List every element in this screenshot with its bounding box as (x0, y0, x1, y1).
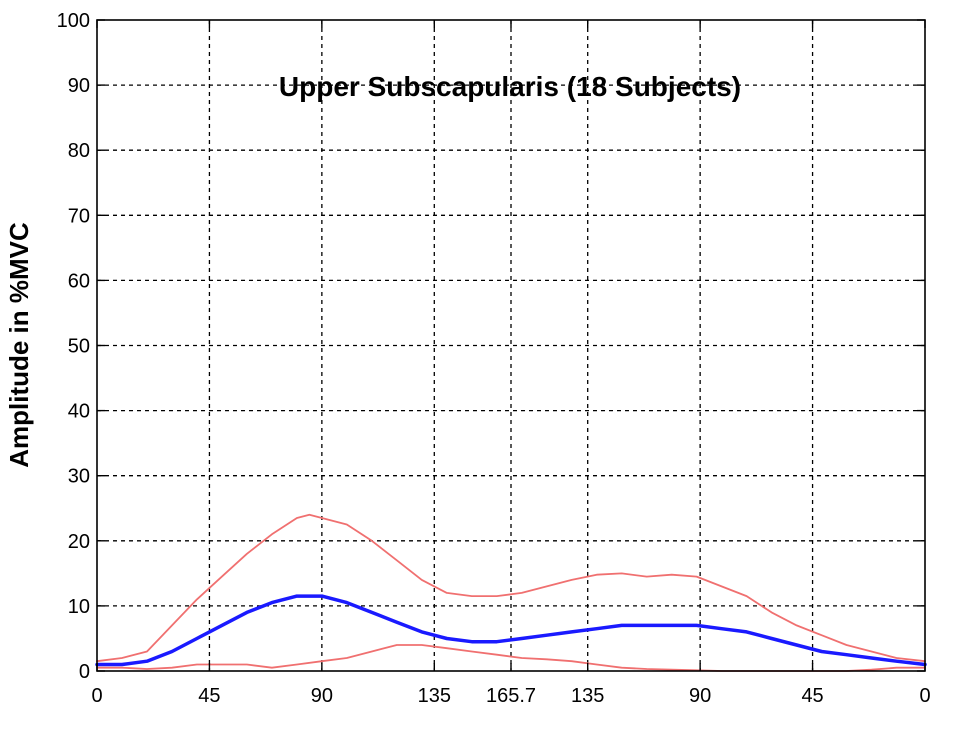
x-tick-label: 165.7 (486, 685, 536, 707)
y-tick-label: 40 (68, 401, 90, 423)
x-tick-label: 0 (919, 685, 930, 707)
y-tick-label: 30 (68, 466, 90, 488)
series-line-mean (95, 594, 927, 667)
x-tick-label: 135 (418, 685, 451, 707)
y-axis-label: Amplitude in %MVC (4, 222, 34, 468)
x-tick-label: 135 (571, 685, 604, 707)
x-tick-label: 90 (689, 685, 711, 707)
series-line-upper-bound (96, 513, 926, 663)
y-tick-label: 50 (68, 336, 90, 358)
x-tick-label: 0 (91, 685, 102, 707)
x-tick-label: 45 (198, 685, 220, 707)
y-tick-label: 0 (79, 661, 90, 683)
grid (97, 20, 925, 671)
y-tick-label: 100 (57, 10, 90, 32)
y-tick-label: 60 (68, 270, 90, 292)
y-tick-label: 20 (68, 531, 90, 553)
y-tick-label: 10 (68, 596, 90, 618)
x-tick-label: 90 (311, 685, 333, 707)
ticks: 0 10 20 30 40 50 60 70 80 90 100 0 45 90 135 165.7 135 90… (57, 10, 931, 707)
y-tick-label: 90 (68, 75, 90, 97)
x-tick-label: 45 (801, 685, 823, 707)
y-tick-label: 80 (68, 140, 90, 162)
y-tick-label: 70 (68, 205, 90, 227)
chart-title: Upper Subscapularis (18 Subjects) (279, 71, 741, 102)
